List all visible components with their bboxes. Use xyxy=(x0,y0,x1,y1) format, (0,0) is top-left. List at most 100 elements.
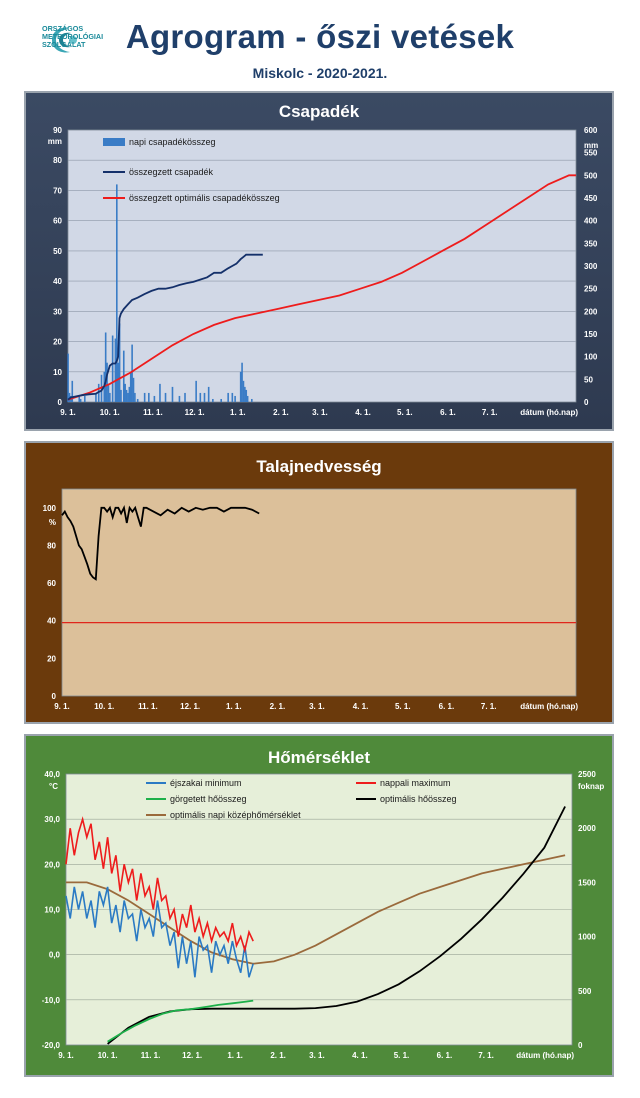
precip-bar xyxy=(242,380,245,402)
y-tick-left: 80 xyxy=(53,156,62,165)
y-axis-unit-left: °C xyxy=(49,782,58,791)
precip-bar xyxy=(116,184,118,402)
y-tick: 80 xyxy=(47,541,56,550)
precip-bar xyxy=(212,398,214,402)
precip-bar xyxy=(125,389,128,402)
page-subtitle: Miskolc - 2020-2021. xyxy=(252,65,388,81)
y-tick-right: 400 xyxy=(584,217,598,226)
y-tick: 60 xyxy=(47,579,56,588)
x-tick-label: 7. 1. xyxy=(482,408,498,417)
precip-bar xyxy=(136,398,139,402)
temperature-title: Hőmérséklet xyxy=(267,748,371,767)
y-axis-unit: % xyxy=(49,518,56,527)
optimal-mean-line xyxy=(66,854,566,965)
x-tick-label: 5. 1. xyxy=(395,702,411,711)
precip-bar xyxy=(127,392,129,402)
night-min-line xyxy=(65,886,254,978)
precip-bar xyxy=(109,392,111,402)
plot-area xyxy=(61,488,577,697)
precip-bar xyxy=(128,386,131,402)
y-tick-right: 300 xyxy=(584,262,598,271)
legend-optimal-heat: optimális hőösszeg xyxy=(380,794,457,804)
x-tick-label: 2. 1. xyxy=(270,1051,286,1060)
y-tick-left: 30,0 xyxy=(44,815,60,824)
y-tick: 0 xyxy=(52,692,57,701)
x-tick-label: 11. 1. xyxy=(141,1051,161,1060)
precip-bar xyxy=(239,371,242,402)
precip-bar xyxy=(153,395,156,402)
x-tick-label: 1. 1. xyxy=(227,1051,243,1060)
y-tick: 40 xyxy=(47,617,56,626)
x-tick-label: 3. 1. xyxy=(312,408,328,417)
x-tick-label: 1. 1. xyxy=(230,408,246,417)
y-tick-left: 20 xyxy=(53,338,62,347)
day-max-line xyxy=(65,816,254,954)
precip-bar xyxy=(234,395,236,402)
y-tick-right: 2500 xyxy=(578,770,596,779)
x-tick-label: 10. 1. xyxy=(98,1051,118,1060)
precip-bar xyxy=(148,392,150,402)
soil-moisture-title: Talajnedvesség xyxy=(256,457,382,476)
x-tick-label: 3. 1. xyxy=(309,702,325,711)
legend-opt-precip: összegzett optimális csapadékösszeg xyxy=(129,193,280,203)
y-tick-right: 500 xyxy=(584,171,598,180)
y-tick-left: 70 xyxy=(53,186,62,195)
precip-bar xyxy=(245,389,248,402)
precip-bar xyxy=(199,392,202,402)
y-tick-right: 100 xyxy=(584,353,598,362)
y-tick-left: 50 xyxy=(53,247,62,256)
x-tick-label: 5. 1. xyxy=(394,1051,410,1060)
legend-night-min: éjszakai minimum xyxy=(170,778,242,788)
x-axis-label: dátum (hó.nap) xyxy=(516,1051,574,1060)
x-tick-label: 11. 1. xyxy=(138,702,158,711)
precip-bar xyxy=(118,323,121,402)
precip-bar xyxy=(124,383,126,402)
legend-cum-precip: összegzett csapadék xyxy=(129,167,214,177)
x-tick-label: 6. 1. xyxy=(439,702,455,711)
y-tick-right: 0 xyxy=(584,398,589,407)
x-tick-label: 10. 1. xyxy=(94,702,114,711)
plot-area xyxy=(67,129,577,403)
y-axis-unit-right: mm xyxy=(584,141,598,150)
y-tick-left: 40,0 xyxy=(44,770,60,779)
y-axis-unit-right: foknap xyxy=(578,782,604,791)
x-tick-label: 4. 1. xyxy=(353,702,369,711)
precip-bar xyxy=(129,371,132,402)
y-tick-left: 30 xyxy=(53,307,62,316)
y-tick-left: 60 xyxy=(53,217,62,226)
soil-moisture-panel: Talajnedvesség 9. 1. 10. 1. 11. 1. 12. 1. 1.… xyxy=(24,441,614,724)
x-tick-label: 12. 1. xyxy=(185,408,205,417)
temperature-panel: Hőmérséklet 9. 1. 10. 1. 11. 1. 12. 1. 1. 1.… xyxy=(24,734,614,1077)
y-tick: 20 xyxy=(47,654,56,663)
precip-bar xyxy=(244,386,246,402)
x-tick-label: 9. 1. xyxy=(54,702,70,711)
x-tick-label: 5. 1. xyxy=(397,408,413,417)
page-title: Agrogram - őszi vetések xyxy=(125,18,515,55)
precip-bar xyxy=(246,395,249,402)
x-tick-label: 4. 1. xyxy=(352,1051,368,1060)
y-tick-left: 0 xyxy=(58,398,63,407)
precip-bar xyxy=(207,386,210,402)
precip-bar xyxy=(143,392,146,402)
x-tick-label: 11. 1. xyxy=(143,408,163,417)
y-tick-right: 1000 xyxy=(578,933,596,942)
x-tick-label: 9. 1. xyxy=(58,1051,74,1060)
x-tick-label: 12. 1. xyxy=(180,702,200,711)
x-tick-label: 2. 1. xyxy=(273,408,289,417)
optimal-precip-line xyxy=(67,174,576,401)
precipitation-chart: 9. 1. 10. 1. 11. 1. 12. 1. 1. 1. 2. 1. 3. 1. 4.… xyxy=(48,126,598,417)
y-tick-right: 0 xyxy=(578,1041,583,1050)
x-tick-label: 10. 1. xyxy=(100,408,120,417)
precip-bar xyxy=(164,392,167,402)
x-tick-label: 4. 1. xyxy=(355,408,371,417)
omsz-logo xyxy=(52,27,77,53)
y-tick-right: 500 xyxy=(578,987,592,996)
precip-bar xyxy=(114,338,117,402)
precip-bar xyxy=(95,392,97,402)
y-tick-left: -10,0 xyxy=(42,996,61,1005)
y-axis-unit-left: mm xyxy=(48,137,62,146)
precip-bar xyxy=(195,380,197,402)
precip-bar xyxy=(84,395,86,402)
soil-moisture-chart: 9. 1. 10. 1. 11. 1. 12. 1. 1. 1. 2. 1. 3. 1. 4.… xyxy=(43,488,578,711)
precip-bar xyxy=(71,380,74,402)
